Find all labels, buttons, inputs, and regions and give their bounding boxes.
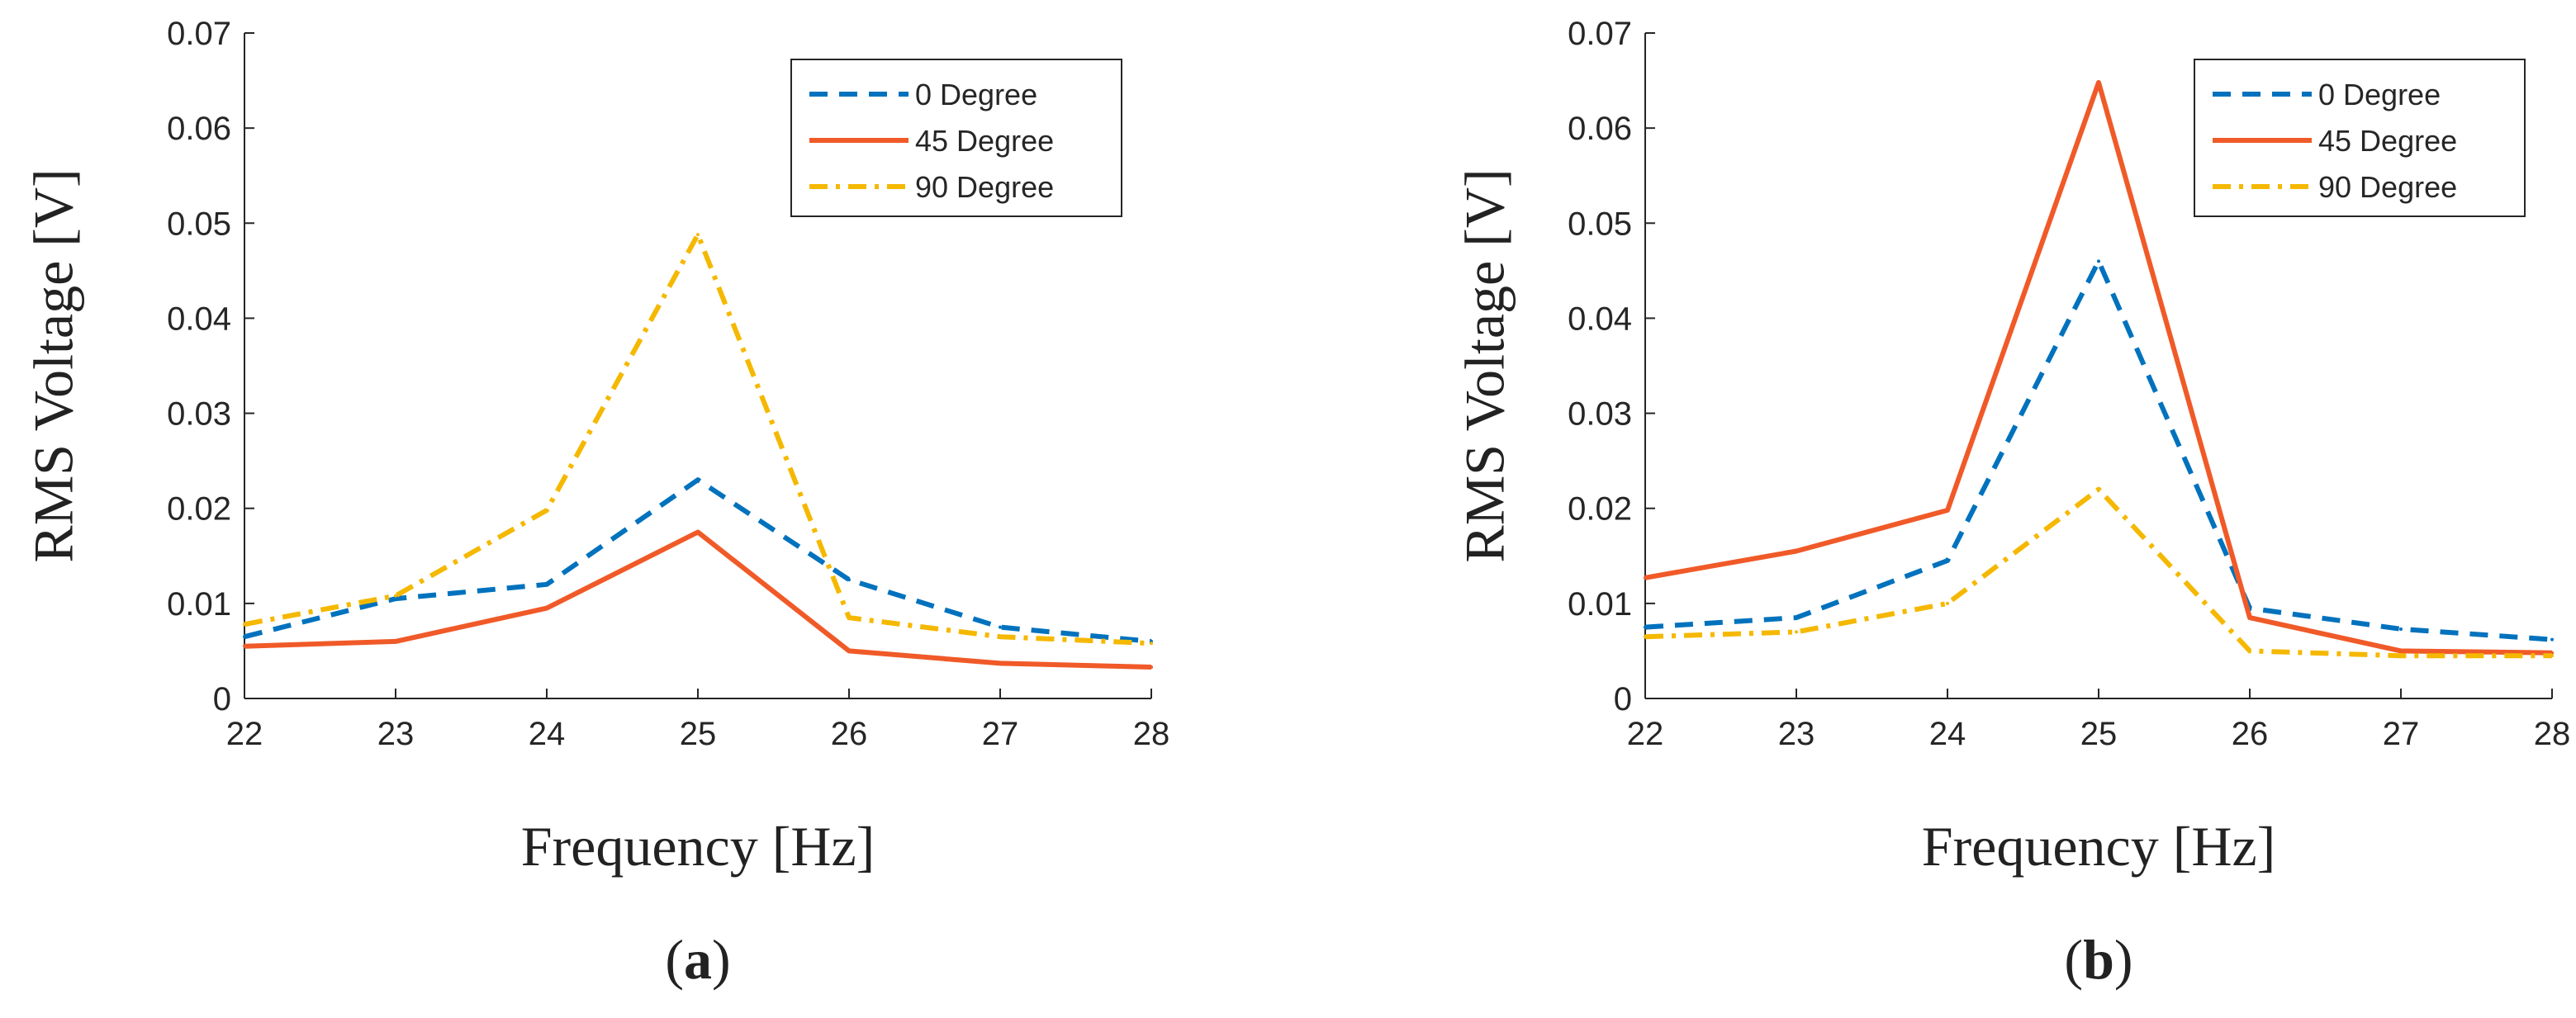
- y-tick-label: 0.05: [167, 206, 231, 242]
- data-point: [545, 582, 548, 586]
- panel-label: (b): [2064, 928, 2132, 991]
- data-point: [394, 597, 397, 601]
- series-line-0-degree: [1644, 258, 2553, 642]
- chart-panel-b: 22 23 24 25 26 27 28 0 0.01 0.02 0.03 0.04 0.05 0.06 0…: [1454, 16, 2571, 991]
- series-line-0-degree: [244, 477, 1152, 644]
- series-line-90-degree: [244, 232, 1152, 646]
- data-point: [1795, 630, 1798, 634]
- x-tick-label: 26: [2232, 716, 2269, 752]
- data-point: [394, 594, 397, 598]
- legend-label: 0 Degree: [915, 78, 1037, 111]
- y-axis-label: RMS Voltage [V]: [1454, 168, 1516, 562]
- data-point: [1946, 601, 1949, 605]
- y-tick-label: 0.03: [167, 396, 231, 433]
- data-point: [2550, 654, 2554, 658]
- data-point: [1150, 665, 1153, 670]
- data-point: [1644, 635, 1647, 639]
- x-tick-label: 28: [2534, 716, 2571, 752]
- y-tick-label: 0.01: [1568, 586, 1632, 623]
- data-point: [999, 661, 1002, 665]
- legend-label: 90 Degree: [2318, 170, 2457, 204]
- legend-label: 0 Degree: [2318, 78, 2441, 111]
- y-tick-label: 0.03: [1568, 396, 1632, 433]
- x-tick-label: 23: [377, 716, 415, 752]
- data-point: [1644, 625, 1647, 629]
- data-point: [394, 639, 397, 643]
- legend-label: 45 Degree: [915, 124, 1054, 158]
- x-axis-label: Frequency [Hz]: [521, 815, 875, 878]
- x-tick-label: 24: [529, 716, 566, 752]
- y-axis-label: RMS Voltage [V]: [22, 168, 85, 562]
- data-point: [1150, 642, 1153, 646]
- y-tick-label: 0.04: [1568, 301, 1632, 337]
- data-point: [1795, 616, 1798, 620]
- panel-label: (a): [665, 928, 730, 991]
- data-point: [2399, 654, 2403, 658]
- chart-panel-a: 22 23 24 25 26 27 28 0 0.01 0.02 0.03 0.04 0.05 0.06 0…: [22, 16, 1170, 991]
- x-tick-label: 26: [831, 716, 868, 752]
- data-point: [999, 625, 1002, 629]
- data-point: [2248, 649, 2251, 653]
- data-point: [545, 606, 548, 610]
- y-tick-label: 0.07: [167, 16, 231, 52]
- data-point: [1644, 575, 1647, 580]
- legend-label: 45 Degree: [2318, 124, 2457, 158]
- data-point: [999, 635, 1002, 639]
- x-tick-label: 25: [680, 716, 717, 752]
- x-tick-label: 22: [1627, 716, 1664, 752]
- x-tick-label: 22: [226, 716, 263, 752]
- data-point: [243, 635, 246, 639]
- data-point: [2550, 637, 2554, 642]
- data-point: [243, 644, 246, 648]
- data-point: [2399, 627, 2403, 631]
- legend: 0 Degree 45 Degree 90 Degree: [2194, 59, 2526, 217]
- y-tick-label: 0.07: [1568, 16, 1632, 52]
- y-tick-label: 0.06: [1568, 111, 1632, 147]
- data-point: [2097, 259, 2100, 263]
- data-point: [696, 530, 700, 534]
- x-axis-label: Frequency [Hz]: [1922, 815, 2276, 878]
- legend: 0 Degree 45 Degree 90 Degree: [790, 59, 1122, 217]
- data-point: [243, 623, 246, 627]
- data-point: [2399, 649, 2403, 653]
- data-point: [847, 649, 851, 653]
- data-point: [2097, 80, 2100, 84]
- y-tick-label: 0: [213, 681, 231, 717]
- y-tick-label: 0.06: [167, 111, 231, 147]
- x-tick-label: 27: [2383, 716, 2420, 752]
- series-line-45-degree: [244, 529, 1152, 670]
- x-tick-label: 27: [982, 716, 1019, 752]
- y-tick-label: 0.05: [1568, 206, 1632, 242]
- legend-box: [790, 59, 1122, 217]
- legend-label: 90 Degree: [915, 170, 1054, 204]
- data-point: [2097, 487, 2100, 491]
- y-tick-label: 0.01: [167, 586, 231, 623]
- data-point: [696, 478, 700, 482]
- x-tick-label: 24: [1929, 716, 1966, 752]
- data-point: [1946, 509, 1949, 513]
- data-point: [1946, 559, 1949, 563]
- data-point: [847, 616, 851, 620]
- x-tick-label: 25: [2080, 716, 2118, 752]
- y-tick-label: 0: [1614, 681, 1632, 717]
- y-tick-label: 0.02: [1568, 491, 1632, 528]
- x-tick-label: 28: [1133, 716, 1170, 752]
- x-tick-label: 23: [1778, 716, 1815, 752]
- data-point: [1795, 549, 1798, 553]
- data-point: [545, 509, 548, 513]
- data-point: [847, 578, 851, 582]
- data-point: [2248, 616, 2251, 620]
- data-point: [696, 233, 700, 237]
- y-tick-label: 0.04: [167, 301, 231, 337]
- y-tick-label: 0.02: [167, 491, 231, 528]
